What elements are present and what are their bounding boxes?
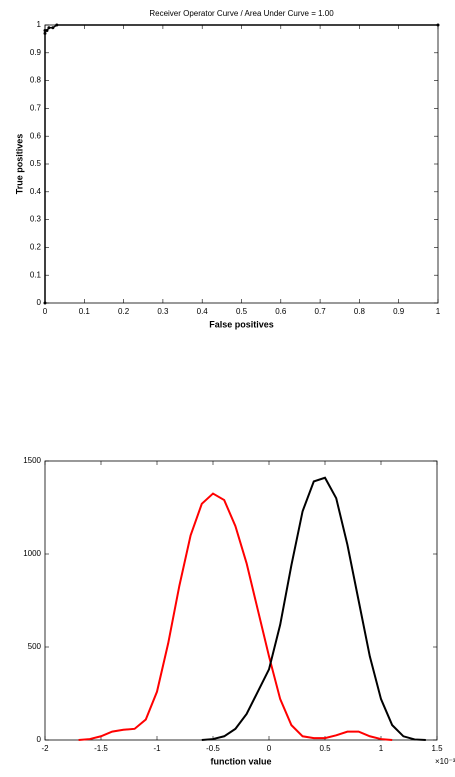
y-axis-label: True positives <box>14 134 24 195</box>
y-tick-label: 1500 <box>23 456 41 465</box>
chart-title: Receiver Operator Curve / Area Under Cur… <box>149 9 334 18</box>
y-tick-label: 0.3 <box>30 215 42 224</box>
x-axis-label: function value <box>210 756 271 766</box>
x-tick-label: 0 <box>267 744 272 753</box>
x-tick-label: 0.9 <box>393 307 405 316</box>
point-marker <box>43 31 47 35</box>
y-tick-label: 1000 <box>23 549 41 558</box>
y-tick-label: 0 <box>37 298 42 307</box>
x-tick-label: 0.7 <box>315 307 327 316</box>
x-tick-label: 0.1 <box>79 307 91 316</box>
x-tick-label: -2 <box>41 744 49 753</box>
point-marker <box>45 29 49 33</box>
x-tick-label: -1 <box>153 744 161 753</box>
point-marker <box>51 26 55 30</box>
x-tick-label: 0.2 <box>118 307 130 316</box>
x-tick-label: 0.8 <box>354 307 366 316</box>
y-tick-label: 0.8 <box>30 76 42 85</box>
y-tick-label: 500 <box>28 642 42 651</box>
x-tick-label: 0 <box>43 307 48 316</box>
x-tick-label: 1.5 <box>431 744 443 753</box>
x-tick-label: 1 <box>436 307 441 316</box>
x-tick-label: 0.3 <box>157 307 169 316</box>
y-tick-label: 0.5 <box>30 159 42 168</box>
x-exponent: ×10⁻³ <box>435 757 455 766</box>
y-tick-label: 0.7 <box>30 104 42 113</box>
point-marker <box>436 23 440 27</box>
y-tick-label: 0.1 <box>30 270 42 279</box>
x-tick-label: 1 <box>379 744 384 753</box>
y-tick-label: 0 <box>37 735 42 744</box>
x-tick-label: 0.6 <box>275 307 287 316</box>
x-tick-label: 0.4 <box>197 307 209 316</box>
y-tick-label: 1 <box>37 20 42 29</box>
x-tick-label: -0.5 <box>206 744 220 753</box>
series-line <box>78 492 393 741</box>
y-tick-label: 0.6 <box>30 131 42 140</box>
y-tick-label: 0.9 <box>30 48 42 57</box>
x-tick-label: 0.5 <box>319 744 331 753</box>
x-tick-label: -1.5 <box>94 744 108 753</box>
x-tick-label: 0.5 <box>236 307 248 316</box>
series-line <box>201 476 426 741</box>
plot-frame <box>44 24 439 304</box>
y-tick-label: 0.4 <box>30 187 42 196</box>
plot-frame <box>44 460 438 741</box>
point-marker <box>43 301 47 305</box>
x-axis-label: False positives <box>209 319 274 329</box>
y-tick-label: 0.2 <box>30 243 42 252</box>
point-marker <box>55 23 59 27</box>
point-marker <box>47 26 51 30</box>
